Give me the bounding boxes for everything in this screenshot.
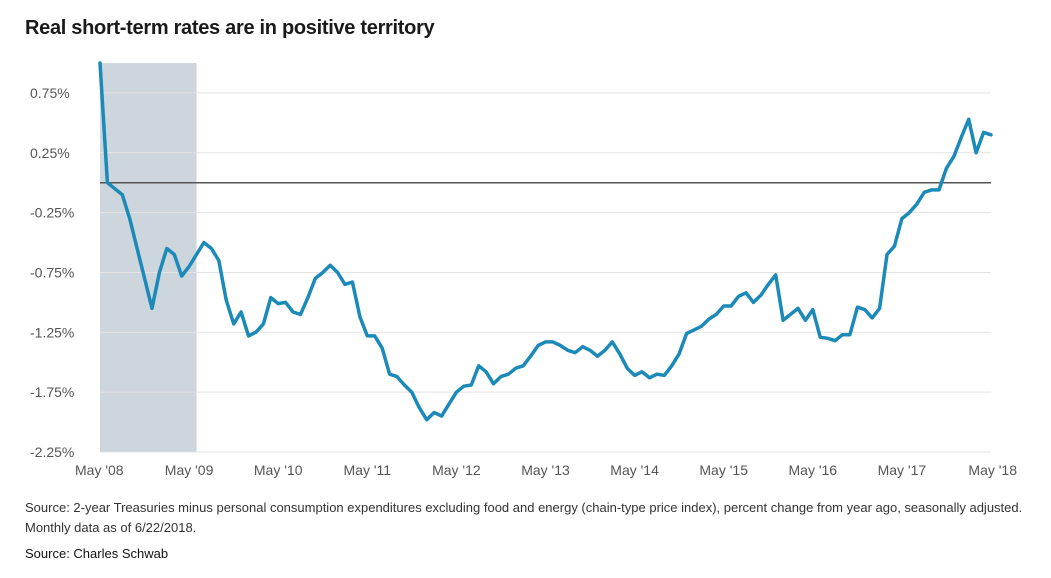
chart-title: Real short-term rates are in positive te… bbox=[25, 17, 435, 39]
x-tick-label: May '18 bbox=[968, 462, 1017, 478]
x-tick-label: May '12 bbox=[432, 462, 481, 478]
x-tick-label: May '16 bbox=[789, 462, 838, 478]
x-axis-tick-labels: May '08 May '09 May '10 May '11 May '12 May '… bbox=[75, 462, 1017, 478]
x-tick-label: May '08 bbox=[75, 462, 124, 478]
y-tick-label: -1.75% bbox=[30, 384, 74, 400]
line-chart: 0.75% 0.25% -0.25% -0.75% -1.25% -1.75% -2.25%… bbox=[30, 61, 1017, 478]
y-tick-label: 0.75% bbox=[30, 85, 70, 101]
y-tick-label: -0.75% bbox=[30, 264, 74, 280]
x-tick-label: May '13 bbox=[521, 462, 570, 478]
source-credit: Source: Charles Schwab bbox=[25, 546, 169, 561]
source-note: Source: 2-year Treasuries minus personal… bbox=[25, 500, 1023, 535]
x-tick-label: May '17 bbox=[878, 462, 927, 478]
y-axis-tick-labels: 0.75% 0.25% -0.25% -0.75% -1.25% -1.75% -2.25% bbox=[30, 85, 74, 460]
x-tick-label: May '14 bbox=[610, 462, 659, 478]
y-tick-label: -2.25% bbox=[30, 444, 74, 460]
x-tick-label: May '10 bbox=[254, 462, 303, 478]
x-tick-label: May '11 bbox=[344, 462, 392, 478]
y-tick-label: 0.25% bbox=[30, 145, 70, 161]
recession-shading bbox=[100, 63, 197, 452]
x-tick-label: May '15 bbox=[699, 462, 748, 478]
x-tick-label: May '09 bbox=[165, 462, 214, 478]
gridlines bbox=[100, 92, 991, 453]
y-tick-label: -1.25% bbox=[30, 324, 74, 340]
y-tick-label: -0.25% bbox=[30, 205, 74, 221]
real-rate-series-line bbox=[98, 61, 993, 422]
